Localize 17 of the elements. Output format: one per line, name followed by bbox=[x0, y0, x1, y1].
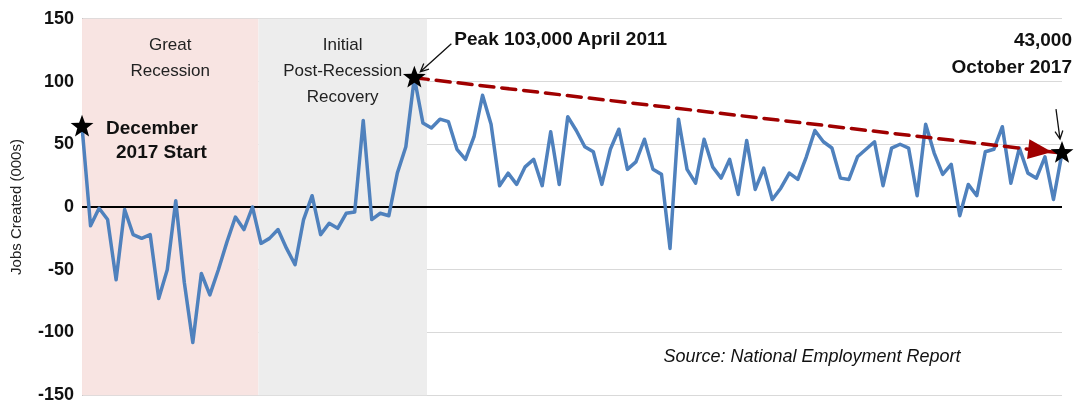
y-axis-title: Jobs Created (000s) bbox=[7, 139, 25, 275]
annotation: December 2017 Start bbox=[106, 116, 208, 162]
annotation: Initial Post-Recession Recovery bbox=[283, 34, 403, 106]
y-tick-label: 50 bbox=[54, 133, 75, 154]
y-tick-label: 150 bbox=[43, 7, 75, 28]
point bbox=[70, 114, 94, 137]
annotation: Great Recession bbox=[130, 34, 210, 80]
y-tick-label: -150 bbox=[38, 384, 75, 405]
point bbox=[402, 65, 426, 88]
y-tick-label: 0 bbox=[64, 195, 75, 216]
y-tick-label: -50 bbox=[48, 258, 75, 279]
point bbox=[1050, 141, 1074, 163]
annotation: 43,000 October 2017 bbox=[951, 29, 1072, 78]
y-tick-label: 100 bbox=[43, 70, 75, 91]
y-tick-label: -100 bbox=[38, 321, 75, 342]
annotation: Peak 103,000 April 2011 bbox=[454, 28, 668, 49]
annotation: Source: National Employment Report bbox=[663, 346, 962, 367]
